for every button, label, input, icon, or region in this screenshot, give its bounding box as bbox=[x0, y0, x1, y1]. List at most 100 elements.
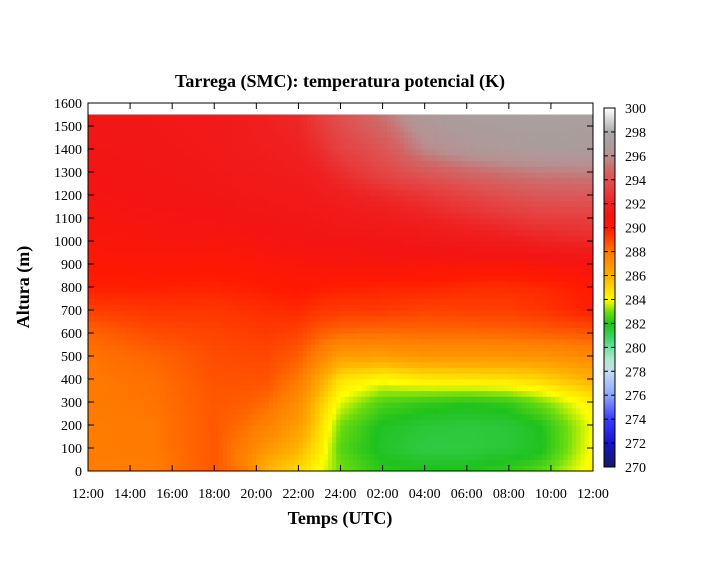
heatmap-cell bbox=[285, 390, 291, 397]
heatmap-cell bbox=[88, 425, 93, 432]
heatmap-cell bbox=[336, 212, 342, 219]
heatmap-cell bbox=[205, 275, 211, 282]
heatmap-cell bbox=[319, 465, 325, 471]
heatmap-cell bbox=[210, 131, 215, 139]
heatmap-cell bbox=[231, 287, 236, 294]
heatmap-cell bbox=[323, 229, 329, 236]
heatmap-cell bbox=[395, 183, 401, 190]
heatmap-cell bbox=[260, 430, 266, 438]
heatmap-cell bbox=[138, 344, 144, 351]
heatmap-cell bbox=[403, 304, 409, 311]
heatmap-cell bbox=[247, 269, 253, 277]
heatmap-cell bbox=[96, 229, 102, 236]
heatmap-cell bbox=[201, 384, 207, 392]
heatmap-cell bbox=[260, 453, 266, 461]
heatmap-cell bbox=[117, 419, 123, 426]
heatmap-cell bbox=[231, 275, 236, 282]
heatmap-cell bbox=[369, 367, 375, 374]
heatmap-cell bbox=[231, 160, 236, 167]
heatmap-cell bbox=[125, 166, 131, 173]
heatmap-cell bbox=[184, 120, 190, 127]
heatmap-cells bbox=[88, 114, 593, 471]
heatmap-cell bbox=[252, 396, 257, 403]
heatmap-cell bbox=[290, 258, 295, 265]
heatmap-cell bbox=[386, 459, 392, 466]
heatmap-cell bbox=[205, 453, 211, 461]
heatmap-cell bbox=[348, 223, 354, 231]
heatmap-cell bbox=[298, 120, 304, 127]
heatmap-cell bbox=[222, 114, 228, 121]
heatmap-cell bbox=[348, 321, 354, 328]
heatmap-cell bbox=[189, 223, 194, 231]
heatmap-cell bbox=[197, 304, 203, 311]
heatmap-cell bbox=[323, 327, 329, 334]
heatmap-cell bbox=[340, 298, 346, 305]
heatmap-cell bbox=[344, 269, 350, 277]
heatmap-cell bbox=[327, 218, 333, 225]
heatmap-cell bbox=[268, 287, 274, 294]
heatmap-cell bbox=[210, 183, 215, 190]
heatmap-cell bbox=[264, 396, 270, 403]
heatmap-cell bbox=[412, 183, 417, 190]
heatmap-cell bbox=[189, 149, 194, 156]
heatmap-cell bbox=[260, 281, 266, 288]
heatmap-cell bbox=[218, 419, 224, 426]
heatmap-cell bbox=[189, 465, 194, 471]
heatmap-cell bbox=[218, 402, 224, 409]
heatmap-cell bbox=[365, 131, 371, 139]
heatmap-cell bbox=[205, 459, 211, 466]
heatmap-cell bbox=[281, 298, 287, 305]
heatmap-cell bbox=[361, 200, 367, 208]
heatmap-cell bbox=[277, 252, 283, 259]
heatmap-cell bbox=[311, 367, 316, 374]
heatmap-cell bbox=[243, 448, 249, 455]
heatmap-cell bbox=[172, 281, 177, 288]
heatmap-cell bbox=[167, 131, 173, 139]
heatmap-cell bbox=[281, 379, 287, 386]
heatmap-cell bbox=[374, 149, 379, 156]
heatmap-cell bbox=[88, 419, 93, 426]
heatmap-cell bbox=[382, 292, 388, 300]
heatmap-cell bbox=[319, 223, 325, 231]
heatmap-cell bbox=[226, 258, 232, 265]
heatmap-cell bbox=[142, 200, 148, 208]
heatmap-cell bbox=[319, 154, 325, 162]
heatmap-cell bbox=[340, 333, 346, 340]
heatmap-cell bbox=[382, 258, 388, 265]
heatmap-cell bbox=[134, 442, 140, 449]
heatmap-cell bbox=[273, 327, 278, 334]
heatmap-cell bbox=[197, 131, 203, 139]
heatmap-cell bbox=[92, 373, 98, 380]
heatmap-cell bbox=[361, 195, 367, 202]
heatmap-cell bbox=[235, 229, 241, 236]
heatmap-cell bbox=[361, 264, 367, 271]
heatmap-cell bbox=[176, 407, 182, 415]
heatmap-cell bbox=[407, 292, 413, 300]
heatmap-cell bbox=[361, 413, 367, 420]
heatmap-cell bbox=[159, 453, 165, 461]
heatmap-cell bbox=[391, 310, 396, 317]
heatmap-cell bbox=[109, 356, 114, 363]
heatmap-cell bbox=[361, 269, 367, 277]
heatmap-cell bbox=[104, 212, 110, 219]
heatmap-cell bbox=[336, 149, 342, 156]
heatmap-cell bbox=[353, 131, 358, 139]
heatmap-cell bbox=[121, 304, 127, 311]
heatmap-cell bbox=[298, 442, 304, 449]
heatmap-cell bbox=[142, 120, 148, 127]
heatmap-cell bbox=[378, 246, 384, 254]
heatmap-cell bbox=[218, 275, 224, 282]
heatmap-cell bbox=[239, 367, 245, 374]
heatmap-cell bbox=[121, 143, 127, 150]
heatmap-cell bbox=[294, 379, 300, 386]
heatmap-cell bbox=[395, 114, 401, 121]
heatmap-cell bbox=[281, 390, 287, 397]
heatmap-cell bbox=[374, 206, 379, 213]
heatmap-cell bbox=[104, 143, 110, 150]
heatmap-cell bbox=[391, 361, 396, 369]
heatmap-cell bbox=[298, 137, 304, 144]
heatmap-cell bbox=[323, 235, 329, 242]
heatmap-cell bbox=[180, 419, 186, 426]
heatmap-cell bbox=[104, 218, 110, 225]
heatmap-cell bbox=[281, 200, 287, 208]
